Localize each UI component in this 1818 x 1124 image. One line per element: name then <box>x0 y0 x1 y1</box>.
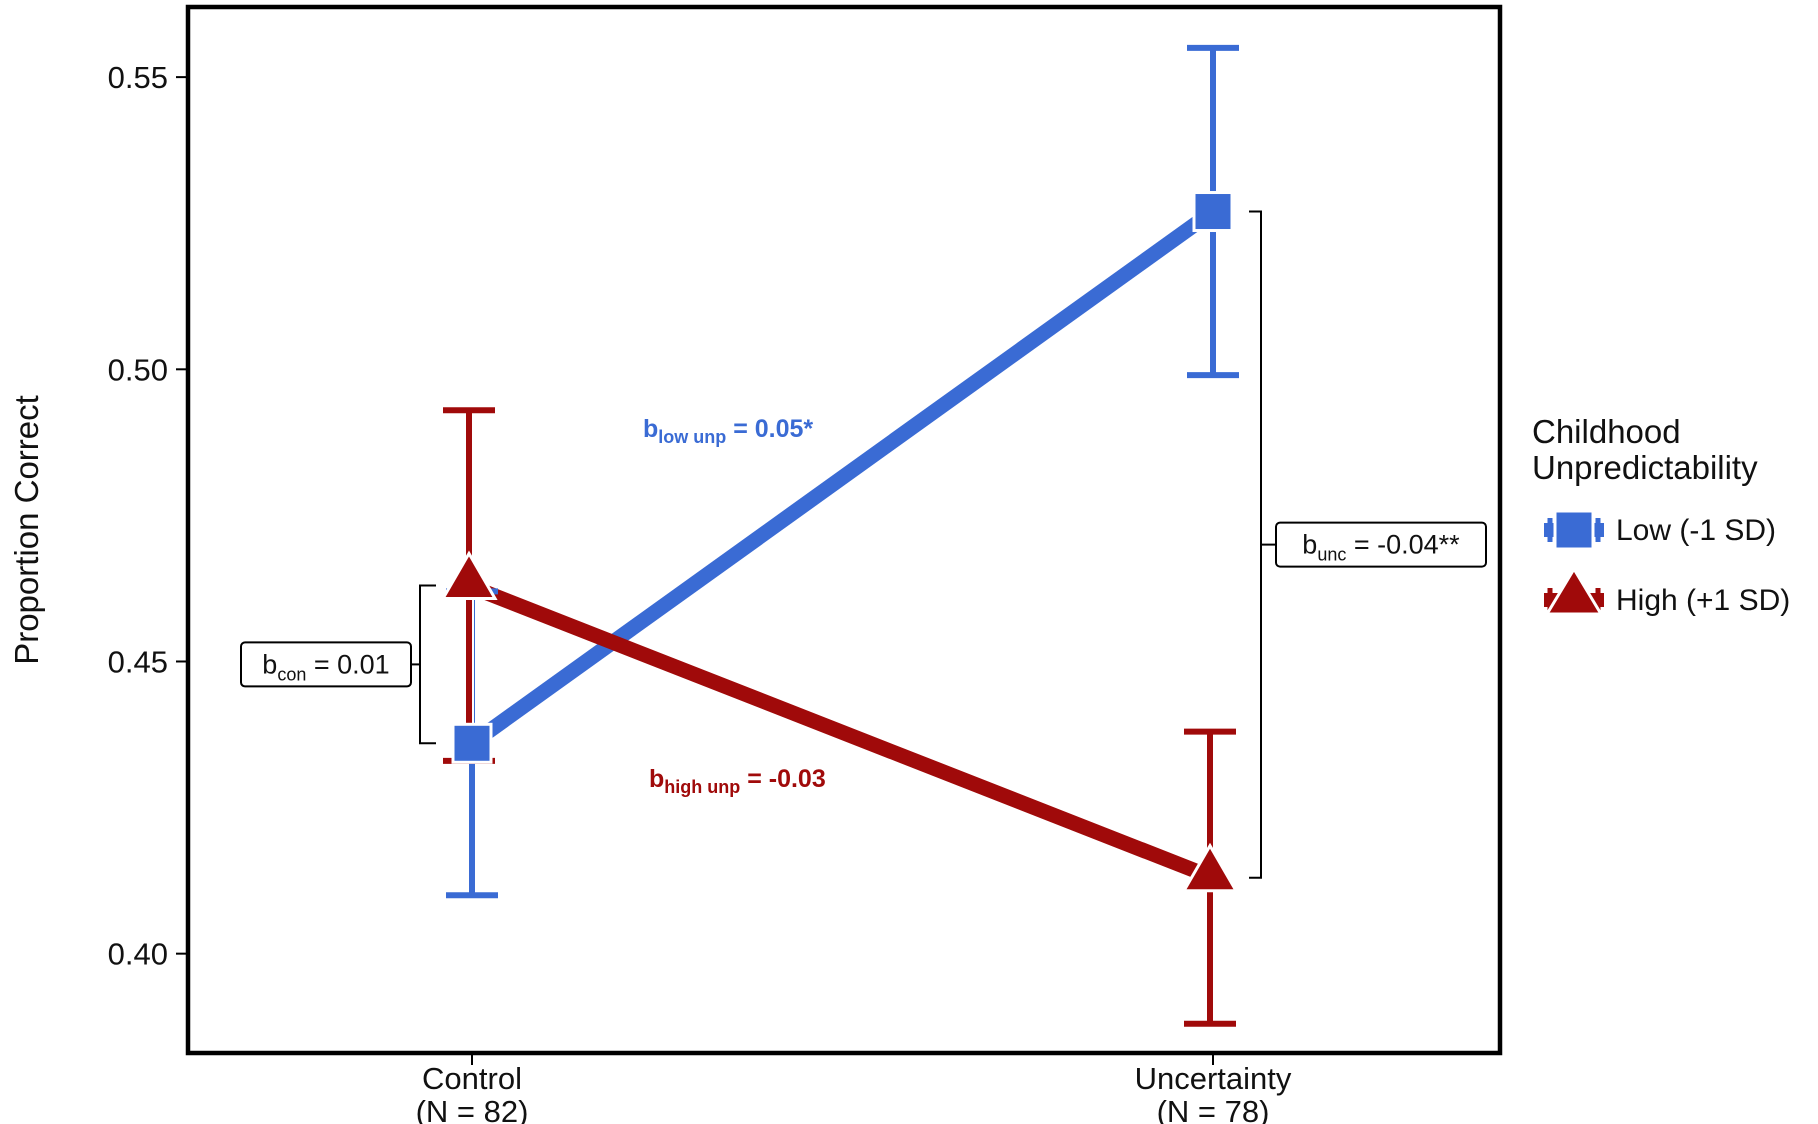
bracket-label-b: b <box>262 649 277 679</box>
bracket-label-value: = -0.04** <box>1346 530 1460 560</box>
bracket-label-sub: con <box>277 664 306 684</box>
y-axis-title: Proportion Correct <box>8 395 45 665</box>
y-tick-label: 0.50 <box>108 352 168 387</box>
legend-item: Low (-1 SD) <box>1544 511 1776 549</box>
slope-label-value: = -0.03 <box>740 765 825 793</box>
x-tick-label: Control <box>422 1061 522 1096</box>
slope-label-b: b <box>643 415 658 443</box>
legend-title-line: Childhood <box>1532 413 1681 450</box>
y-tick-label: 0.40 <box>108 937 168 972</box>
y-axis: 0.40 0.45 0.50 0.55 <box>108 60 188 972</box>
legend-label: Low (-1 SD) <box>1616 514 1776 547</box>
y-tick-label: 0.55 <box>108 60 168 95</box>
bracket-label-value: = 0.01 <box>306 649 389 679</box>
legend-label: High (+1 SD) <box>1616 584 1790 617</box>
slope-label-b: b <box>649 765 664 793</box>
x-tick-label: Uncertainty <box>1135 1061 1292 1096</box>
legend-title-line: Unpredictability <box>1532 449 1758 486</box>
legend-triangle-icon <box>1547 569 1601 614</box>
data-point-square <box>1194 193 1232 231</box>
x-tick-sublabel: (N = 78) <box>1157 1094 1270 1124</box>
bracket-label-1: bunc = -0.04** <box>1276 523 1486 567</box>
slope-label-value: = 0.05* <box>726 415 813 443</box>
slope-label-sub: high unp <box>664 777 740 797</box>
data-point-square <box>453 724 491 762</box>
x-axis: Control(N = 82) Uncertainty(N = 78) <box>416 1053 1292 1124</box>
y-tick-label: 0.45 <box>108 644 168 679</box>
bracket-label-b: b <box>1302 530 1317 560</box>
legend-item: High (+1 SD) <box>1544 569 1790 617</box>
x-tick-sublabel: (N = 82) <box>416 1094 529 1124</box>
bracket-label-0: bcon = 0.01 <box>241 642 411 686</box>
legend-square-icon <box>1555 511 1593 549</box>
bracket-label-sub: unc <box>1317 545 1346 565</box>
slope-label-sub: low unp <box>658 427 726 447</box>
